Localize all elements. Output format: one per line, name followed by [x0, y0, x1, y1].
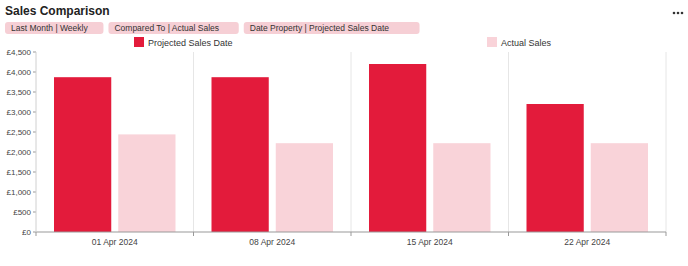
bar: [433, 143, 490, 232]
chart-root: Sales Comparison Last Month | Weekly Compa…: [0, 0, 688, 266]
category-separator: [666, 52, 667, 232]
legend-item: Actual Sales: [487, 37, 552, 48]
menu-dot: [673, 12, 676, 15]
x-tick: [666, 232, 667, 236]
bar: [276, 143, 333, 232]
y-axis: [36, 52, 37, 232]
filter-chip[interactable]: Compared To | Actual Sales: [108, 22, 238, 34]
y-tick-label: £2,500: [7, 128, 32, 137]
category-separator: [351, 52, 352, 232]
y-tick-label: £1,500: [7, 168, 32, 177]
filter-chip[interactable]: Last Month | Weekly: [5, 22, 103, 34]
y-tick-label: £500: [13, 208, 31, 217]
bar: [118, 134, 175, 232]
chip-text: Compared To | Actual Sales: [114, 23, 219, 33]
chip-bg: [244, 22, 420, 34]
bar: [591, 143, 648, 232]
chip-bg: [108, 22, 238, 34]
menu-dot: [677, 12, 680, 15]
bar: [54, 77, 111, 232]
x-tick-label: 15 Apr 2024: [407, 237, 453, 247]
x-tick-label: 22 Apr 2024: [564, 237, 610, 247]
legend-item: Projected Sales Date: [134, 37, 233, 48]
chip-bg: [5, 22, 103, 34]
bar: [212, 77, 269, 232]
title: Sales Comparison: [5, 4, 110, 18]
x-tick: [36, 232, 37, 236]
x-tick: [193, 232, 194, 236]
legend-label: Actual Sales: [501, 38, 552, 48]
y-tick-label: £0: [22, 228, 31, 237]
menu-dot: [681, 12, 684, 15]
y-tick-label: £4,000: [7, 68, 32, 77]
y-tick-label: £1,000: [7, 188, 32, 197]
category-separator: [508, 52, 509, 232]
bars: [54, 64, 648, 232]
x-tick: [508, 232, 509, 236]
x-tick-label: 01 Apr 2024: [92, 237, 138, 247]
y-tick-label: £3,500: [7, 88, 32, 97]
legend-swatch: [487, 37, 497, 47]
menu-icon[interactable]: [673, 12, 684, 15]
category-separator: [193, 52, 194, 232]
y-tick-label: £2,000: [7, 148, 32, 157]
chip-text: Date Property | Projected Sales Date: [250, 23, 389, 33]
filter-chip[interactable]: Date Property | Projected Sales Date: [244, 22, 420, 34]
legend-label: Projected Sales Date: [148, 38, 233, 48]
bar: [527, 104, 584, 232]
y-tick-label: £3,000: [7, 108, 32, 117]
x-tick-label: 08 Apr 2024: [249, 237, 295, 247]
chip-text: Last Month | Weekly: [11, 23, 88, 33]
chart-svg: Sales Comparison Last Month | Weekly Compa…: [0, 0, 688, 266]
y-tick-label: £4,500: [7, 48, 32, 57]
bar: [369, 64, 426, 232]
x-tick: [351, 232, 352, 236]
legend-swatch: [134, 37, 144, 47]
